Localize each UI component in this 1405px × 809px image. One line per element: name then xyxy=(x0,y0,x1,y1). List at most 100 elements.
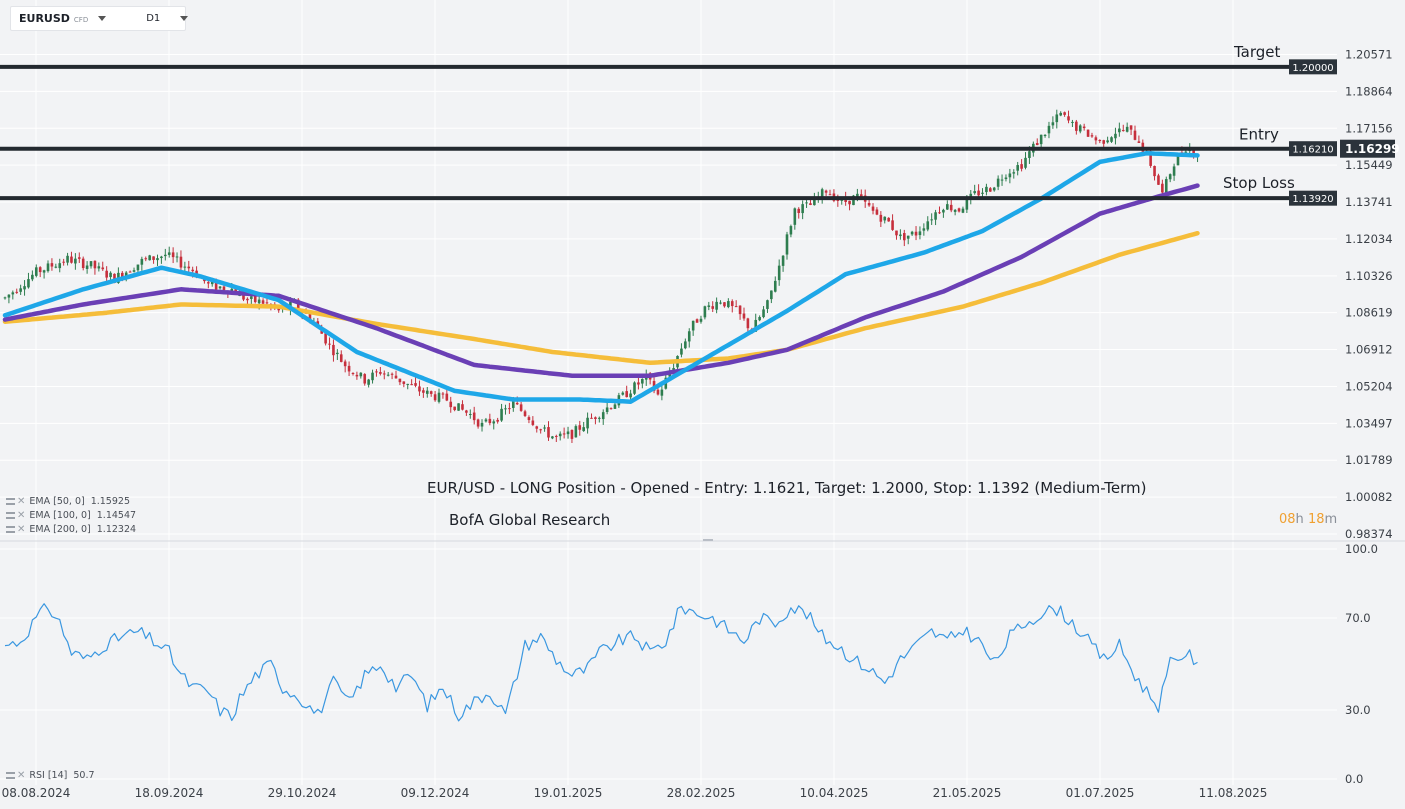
candle-body xyxy=(359,372,363,377)
candle xyxy=(742,307,746,321)
grid-lines xyxy=(0,0,1337,785)
candle-body xyxy=(1172,166,1176,176)
candle-body xyxy=(691,320,695,331)
indicator-ema200[interactable]: ✕ EMA [200, 0] 1.12324 xyxy=(6,524,136,535)
candle xyxy=(1047,121,1051,139)
candle-body xyxy=(1039,134,1043,145)
candle-body xyxy=(656,389,660,395)
candle xyxy=(422,387,425,398)
candle xyxy=(973,184,976,195)
rsi-tick-label: 100.0 xyxy=(1345,542,1378,556)
indicator-ema50[interactable]: ✕ EMA [50, 0] 1.15925 xyxy=(6,496,130,507)
candle-body xyxy=(687,331,691,342)
price-tick-label: 0.98374 xyxy=(1345,527,1393,541)
candle-body xyxy=(132,270,136,272)
candle xyxy=(519,401,523,412)
close-icon[interactable]: ✕ xyxy=(17,524,26,535)
settings-icon[interactable] xyxy=(6,498,15,505)
candle-body xyxy=(167,252,171,255)
candle xyxy=(938,206,941,214)
timer-m-unit: m xyxy=(1324,512,1338,527)
candle-body xyxy=(777,265,781,281)
candle xyxy=(989,187,992,192)
candle xyxy=(918,226,922,240)
price-axis: 1.20571 1.18864 1.17156 1.15449 1.13741 1.120… xyxy=(1345,48,1393,542)
candle xyxy=(992,186,996,192)
date-tick-label: 29.10.2024 xyxy=(268,786,337,800)
candle xyxy=(81,256,85,271)
candle xyxy=(140,256,144,271)
level-price-box xyxy=(1289,141,1337,157)
candle-body xyxy=(727,301,730,308)
settings-icon[interactable] xyxy=(6,772,15,779)
candle-body xyxy=(891,220,894,230)
candle-body xyxy=(7,294,11,298)
candle xyxy=(85,261,89,274)
candle-body xyxy=(1043,134,1047,136)
candle xyxy=(351,372,355,376)
candle-body xyxy=(50,263,54,267)
candle-body xyxy=(820,189,824,198)
candle xyxy=(797,207,801,219)
price-tick-label: 1.10326 xyxy=(1345,269,1393,283)
candle xyxy=(922,223,926,236)
ema200-label: EMA [200, 0] xyxy=(29,524,91,535)
candle-body xyxy=(613,404,617,409)
candle-body xyxy=(641,378,644,384)
candle xyxy=(719,300,722,305)
candle-body xyxy=(1184,151,1188,153)
target-label: Target xyxy=(1233,43,1281,61)
instrument-selector[interactable]: EURUSD CFD D1 xyxy=(10,6,189,31)
candle xyxy=(801,200,804,220)
candle xyxy=(355,371,359,380)
close-icon[interactable]: ✕ xyxy=(17,496,26,507)
candle-body xyxy=(738,305,742,315)
candle xyxy=(879,211,883,227)
candle-body xyxy=(38,267,42,273)
candle-body xyxy=(570,429,574,439)
candle-body xyxy=(441,393,445,395)
indicator-rsi[interactable]: ✕ RSI [14] 50.7 xyxy=(6,770,95,781)
candle xyxy=(1133,125,1137,141)
candle xyxy=(23,280,26,296)
candle xyxy=(437,388,441,404)
symbol-dropdown-icon[interactable] xyxy=(98,16,107,21)
candle xyxy=(1086,129,1090,138)
timeframe-dropdown-icon[interactable] xyxy=(180,16,189,21)
candle-body xyxy=(140,258,144,265)
candle-body xyxy=(707,305,711,307)
candle-body xyxy=(625,391,628,398)
candle xyxy=(261,298,265,305)
candle xyxy=(461,400,464,411)
candle-body xyxy=(375,371,378,373)
candle-body xyxy=(19,288,22,292)
candle-body xyxy=(558,433,562,437)
candle-body xyxy=(523,411,527,416)
candle xyxy=(1137,135,1141,143)
candle xyxy=(660,385,664,401)
candle xyxy=(985,183,988,196)
candle xyxy=(656,387,660,396)
candle-body xyxy=(953,209,957,212)
candle xyxy=(590,413,593,419)
candle xyxy=(382,370,386,380)
candle xyxy=(1129,125,1133,136)
candle xyxy=(582,421,585,432)
close-icon[interactable]: ✕ xyxy=(17,770,26,781)
settings-icon[interactable] xyxy=(6,512,15,519)
candle xyxy=(707,301,711,311)
candle-body xyxy=(926,221,930,230)
price-tick-label: 1.13741 xyxy=(1345,195,1393,209)
candle-body xyxy=(875,209,879,215)
candle-body xyxy=(1125,126,1129,132)
timeframe-label[interactable]: D1 xyxy=(146,13,161,24)
close-icon[interactable]: ✕ xyxy=(17,510,26,521)
candle xyxy=(324,332,327,346)
candle xyxy=(1020,159,1023,172)
candle xyxy=(15,288,19,294)
candle-body xyxy=(246,298,249,301)
indicator-ema100[interactable]: ✕ EMA [100, 0] 1.14547 xyxy=(6,510,136,521)
candle-body xyxy=(187,266,191,269)
settings-icon[interactable] xyxy=(6,526,15,533)
